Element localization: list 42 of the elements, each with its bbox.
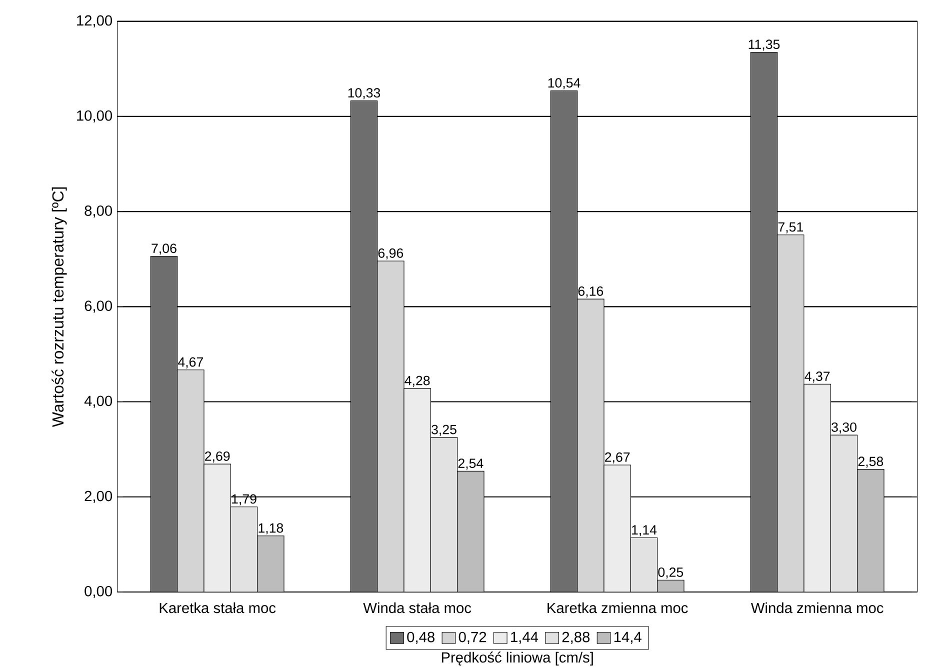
data-label: 11,35 xyxy=(748,40,780,51)
legend-label: 0,48 xyxy=(407,632,434,644)
data-label: 2,58 xyxy=(858,456,884,468)
data-label: 7,06 xyxy=(152,244,176,255)
bar xyxy=(550,90,578,592)
legend-label: 1,44 xyxy=(511,632,538,644)
bar xyxy=(150,256,178,592)
bar xyxy=(750,52,778,592)
x-tick-label: Winda zmienna moc xyxy=(750,602,884,614)
data-label: 2,69 xyxy=(205,452,230,463)
y-tick-label: 6,00 xyxy=(84,300,112,313)
data-label: 6,16 xyxy=(578,286,604,298)
legend-label: 0,72 xyxy=(458,632,486,644)
data-label: 1,14 xyxy=(632,525,657,536)
data-label: 2,54 xyxy=(458,458,484,470)
y-tick-label: 12,00 xyxy=(77,15,112,28)
data-label: 1,79 xyxy=(232,494,256,506)
data-label: 3,25 xyxy=(432,424,456,436)
y-tick-label: 8,00 xyxy=(84,206,112,218)
x-tick-label: Karetka stała moc xyxy=(160,602,276,614)
x-tick-label: Karetka zmienna moc xyxy=(548,602,688,614)
data-label: 3,30 xyxy=(832,422,856,434)
legend-label: 2,88 xyxy=(562,632,590,644)
data-label: 4,67 xyxy=(178,357,203,368)
data-label: 4,37 xyxy=(804,372,830,383)
y-tick-label: 10,00 xyxy=(77,110,112,123)
data-label: 4,28 xyxy=(404,376,430,388)
data-label: 6,96 xyxy=(378,248,404,260)
y-tick-label: 4,00 xyxy=(84,396,112,408)
data-label: 10,33 xyxy=(348,88,380,100)
y-axis-title: Wartość rozrzutu temperatury [ºC] xyxy=(52,188,67,428)
data-label: 7,51 xyxy=(778,222,804,234)
data-label: 0,25 xyxy=(658,568,684,579)
bar xyxy=(350,100,378,592)
data-label: 1,18 xyxy=(258,523,284,534)
x-axis-title: Prędkość liniowa [cm/s] xyxy=(442,652,593,666)
data-label: 10,54 xyxy=(548,78,580,90)
y-tick-label: 0,00 xyxy=(84,586,112,598)
legend-label: 14,4 xyxy=(614,632,642,644)
data-label: 2,67 xyxy=(605,452,630,464)
y-tick-label: 2,00 xyxy=(84,491,112,504)
x-tick-label: Winda stała moc xyxy=(363,602,472,614)
